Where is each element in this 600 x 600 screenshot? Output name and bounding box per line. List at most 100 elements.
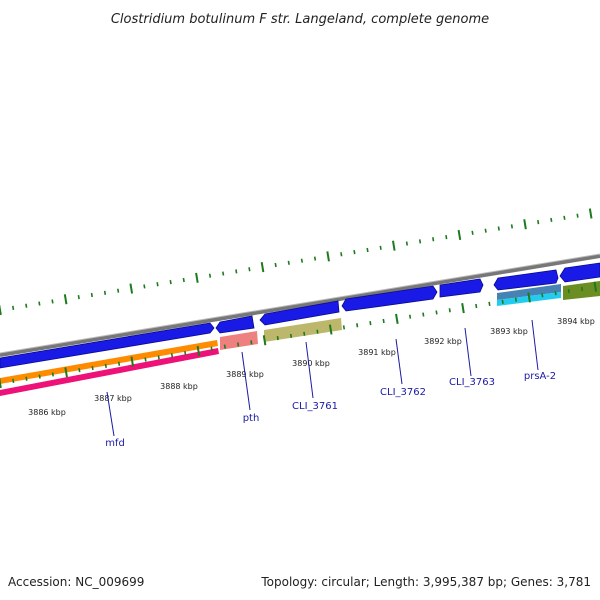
minor-tick [170, 353, 174, 358]
minor-tick [25, 376, 28, 381]
inner-tick-ring [0, 281, 598, 389]
gene-label-leaders [106, 319, 539, 437]
minor-tick [432, 237, 435, 242]
major-tick [196, 345, 201, 357]
minor-tick [300, 258, 304, 263]
minor-tick [580, 286, 584, 292]
gene-labels: mfd pth CLI_3761 CLI_3762 CLI_3763 prsA-… [105, 371, 556, 449]
minor-tick [38, 374, 41, 379]
minor-tick [117, 361, 121, 366]
minor-tick [563, 215, 566, 220]
gene-label-cli3763[interactable]: CLI_3763 [449, 377, 495, 388]
minor-tick [550, 217, 553, 223]
minor-tick [184, 350, 187, 356]
feature-band-khaki [264, 318, 342, 342]
minor-tick [497, 226, 500, 231]
minor-tick [90, 292, 93, 298]
minor-tick [38, 301, 41, 306]
minor-tick [78, 368, 81, 373]
minor-tick [488, 301, 491, 306]
minor-tick [382, 318, 385, 324]
minor-tick [51, 372, 55, 377]
minor-tick [12, 305, 15, 310]
minor-tick [223, 344, 226, 349]
minor-tick [435, 310, 438, 315]
scale-label: 3886 kbp [28, 408, 66, 417]
minor-tick [208, 273, 212, 278]
minor-tick [448, 308, 451, 313]
minor-tick [222, 271, 225, 276]
minor-tick [12, 378, 15, 383]
scale-label: 3892 kbp [424, 337, 462, 346]
genome-backbone [0, 254, 600, 357]
minor-tick [103, 290, 107, 295]
gene-label-cli3761[interactable]: CLI_3761 [292, 401, 338, 412]
minor-tick [510, 224, 514, 229]
gene-label-cli3762[interactable]: CLI_3762 [380, 387, 426, 398]
major-tick [391, 240, 396, 251]
minor-tick [77, 295, 80, 300]
major-tick [195, 272, 199, 283]
major-tick [326, 251, 330, 262]
minor-tick [169, 280, 172, 285]
gene-arrow-cli3763[interactable] [439, 278, 484, 298]
feature-band-steel [497, 284, 561, 300]
major-tick [457, 229, 462, 241]
gene-arrow-cli3761[interactable] [259, 300, 340, 326]
minor-tick [274, 262, 277, 268]
minor-tick [144, 357, 147, 362]
major-tick [130, 356, 135, 367]
major-tick [395, 313, 399, 324]
minor-tick [342, 325, 346, 330]
minor-tick [567, 288, 570, 294]
gene-arrow-next[interactable] [559, 262, 600, 283]
minor-tick [289, 333, 293, 339]
major-tick [63, 294, 68, 305]
gene-arrow-prsa2[interactable] [493, 269, 559, 291]
outer-tick-ring [0, 208, 593, 316]
minor-tick [369, 321, 372, 326]
feature-band-orange [0, 340, 218, 384]
scale-label: 3887 kbp [94, 394, 132, 403]
minor-tick [576, 213, 579, 218]
scale-label: 3890 kbp [292, 359, 330, 368]
minor-tick [422, 312, 425, 317]
minor-tick [91, 365, 94, 371]
minor-tick [554, 291, 557, 296]
gene-label-pth[interactable]: pth [243, 413, 260, 424]
gene-label-prsa2[interactable]: prsA-2 [524, 371, 556, 382]
accession-text: Accession: NC_009699 [8, 575, 144, 589]
minor-tick [501, 299, 504, 304]
minor-tick [408, 314, 412, 319]
minor-tick [236, 342, 240, 347]
feature-band-pink [0, 348, 219, 396]
gene-label-mfd[interactable]: mfd [105, 438, 125, 449]
major-tick [593, 281, 598, 292]
major-tick [262, 335, 267, 346]
major-tick [260, 262, 265, 273]
gene-arrow-cli3762[interactable] [341, 285, 438, 312]
scale-label: 3888 kbp [160, 382, 198, 391]
minor-tick [514, 297, 518, 302]
minor-tick [276, 335, 279, 341]
minor-tick [366, 247, 369, 253]
scale-label: 3891 kbp [358, 348, 396, 357]
minor-tick [316, 329, 319, 334]
minor-tick [418, 239, 422, 244]
major-tick [64, 367, 68, 378]
minor-tick [405, 241, 409, 246]
backbone-highlight [0, 253, 600, 354]
feature-band-salmon [220, 331, 258, 350]
minor-tick [484, 228, 487, 233]
scale-label: 3893 kbp [490, 327, 528, 336]
minor-tick [235, 269, 238, 274]
map-title: Clostridium botulinum F str. Langeland, … [111, 12, 489, 27]
minor-tick [156, 282, 159, 287]
minor-tick [157, 355, 160, 360]
gene-arrow-mfd[interactable] [0, 322, 215, 369]
scale-label: 3894 kbp [557, 317, 595, 326]
gene-arrow-pth[interactable] [215, 315, 255, 334]
minor-tick [379, 245, 382, 250]
minor-tick [250, 340, 253, 345]
